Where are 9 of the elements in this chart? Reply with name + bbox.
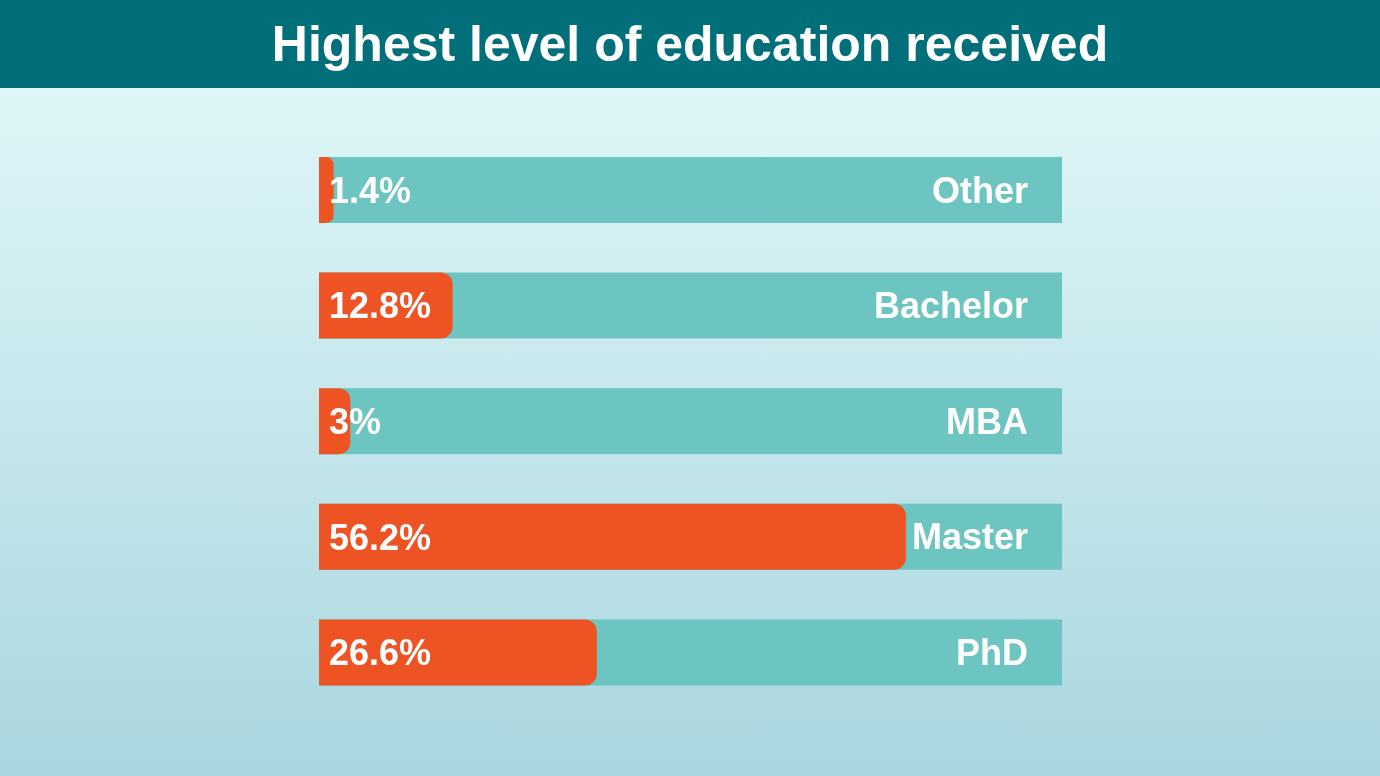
y-tick-label: Master [911,516,1028,558]
data-label: 26.6% [329,632,432,674]
data-label: 12.8% [329,285,432,327]
y-tick-label: PhD [956,631,1028,673]
y-tick-label: Other [931,169,1028,211]
y-tick-label: MBA [946,400,1028,442]
data-label: 56.2% [329,516,432,558]
chart-title: Highest level of education received [0,0,1380,88]
y-tick-label: Bachelor [873,285,1028,327]
